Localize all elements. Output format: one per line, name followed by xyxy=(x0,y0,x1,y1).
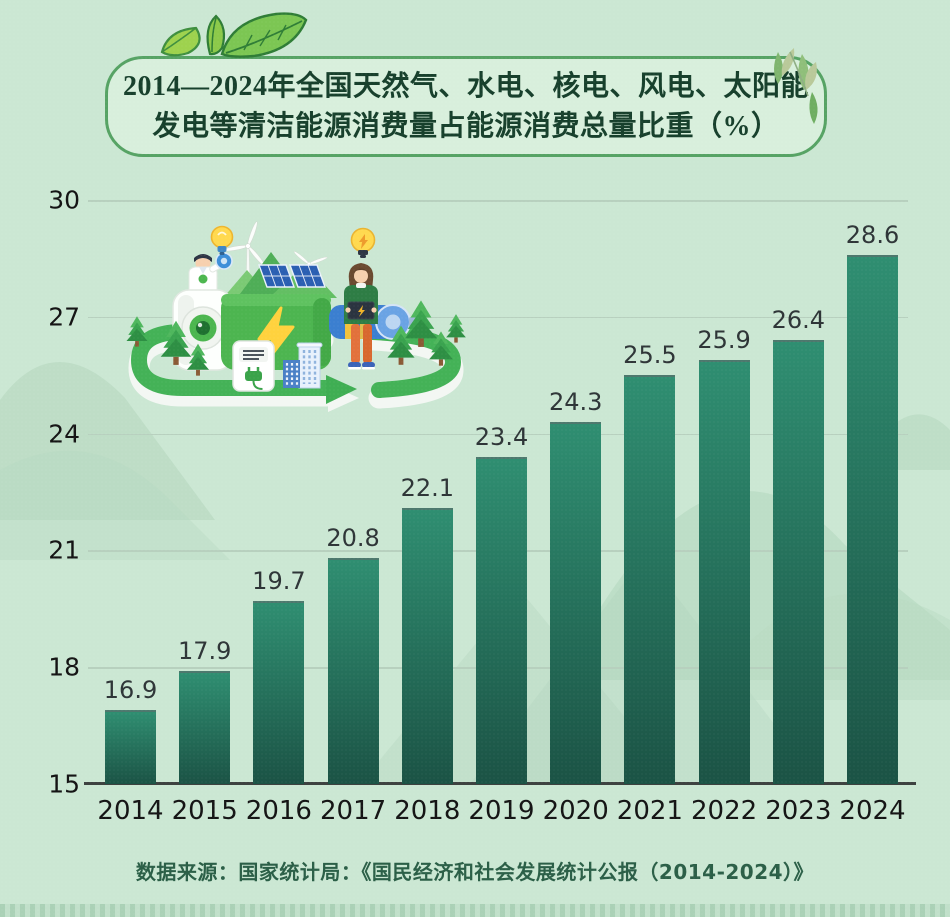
x-tick-label: 2020 xyxy=(542,796,609,826)
bar-value-label: 25.5 xyxy=(623,341,677,370)
light-bulb-bolt-icon xyxy=(350,227,376,258)
woman-figure xyxy=(344,263,378,370)
scientist-figure xyxy=(188,252,233,295)
x-tick-label: 2017 xyxy=(320,796,387,826)
gridline xyxy=(88,316,908,319)
bar-2024 xyxy=(847,254,898,784)
bar-2017 xyxy=(327,558,379,784)
bar-value-label: 17.9 xyxy=(177,637,232,666)
x-tick-label: 2019 xyxy=(468,796,535,826)
bar-value-label: 22.1 xyxy=(400,473,455,502)
bar-value-label: 25.9 xyxy=(697,325,751,354)
buildings-icon xyxy=(283,342,323,389)
bar-value-label: 26.4 xyxy=(771,306,826,335)
x-tick-label: 2018 xyxy=(394,796,461,826)
clean-energy-illustration xyxy=(126,221,466,412)
x-tick-label: 2024 xyxy=(839,796,906,826)
y-axis: 15 18 21 24 27 30 xyxy=(0,186,80,799)
pine-trees xyxy=(126,300,466,376)
bar-2023 xyxy=(772,340,824,784)
gridline xyxy=(88,433,908,436)
bar-series: 16.9 2014 17.9 2015 19.7 2016 20.8 2017 22.1 2018… xyxy=(88,200,915,827)
x-tick-label: 2015 xyxy=(171,796,238,826)
bottom-texture-band xyxy=(0,904,950,917)
chart-title-line2: 发电等清洁能源消费量占能源消费总量比重（%） xyxy=(152,110,780,142)
x-tick-label: 2016 xyxy=(245,796,312,826)
chart-title-box: 2014—2024年全国天然气、水电、核电、风电、太阳能 发电等清洁能源消费量占… xyxy=(105,56,827,157)
gridline xyxy=(88,200,908,202)
leaves-decoration-icon xyxy=(160,12,308,58)
x-tick-label: 2014 xyxy=(97,796,164,826)
x-tick-label: 2022 xyxy=(691,796,758,826)
y-tick-label: 24 xyxy=(48,419,80,449)
solar-panel-icon xyxy=(258,264,326,288)
x-tick-label: 2023 xyxy=(765,796,832,826)
chart-title-line1: 2014—2024年全国天然气、水电、核电、风电、太阳能 xyxy=(122,70,809,102)
bar-2018 xyxy=(401,507,453,784)
solar-mountain xyxy=(223,252,337,298)
bar-2014 xyxy=(105,710,156,784)
bar-2021 xyxy=(624,375,676,784)
bar-value-label: 20.8 xyxy=(326,524,380,553)
bar-value-label: 19.7 xyxy=(252,567,306,595)
bar-value-label: 23.4 xyxy=(474,422,529,451)
bar-2015 xyxy=(179,671,231,784)
bar-2022 xyxy=(698,359,750,784)
bar-2020 xyxy=(550,421,602,784)
generator-cylinder xyxy=(172,289,234,371)
bar-2019 xyxy=(476,456,527,784)
bamboo-leaves-icon xyxy=(774,48,818,124)
y-tick-label: 15 xyxy=(48,769,80,799)
bar-2016 xyxy=(253,601,305,784)
data-source-note: 数据来源：国家统计局：《国民经济和社会发展统计公报（2014-2024）》 xyxy=(135,860,815,884)
y-tick-label: 27 xyxy=(48,302,80,332)
y-tick-label: 30 xyxy=(48,185,80,215)
bar-value-label: 28.6 xyxy=(845,220,900,249)
ev-charger-icon xyxy=(232,340,275,392)
y-tick-label: 18 xyxy=(48,652,80,682)
bar-value-label: 16.9 xyxy=(103,676,158,705)
bar-value-label: 24.3 xyxy=(548,387,603,416)
light-bulb-icon xyxy=(210,225,234,255)
x-tick-label: 2021 xyxy=(616,796,683,826)
y-tick-label: 21 xyxy=(48,535,80,565)
